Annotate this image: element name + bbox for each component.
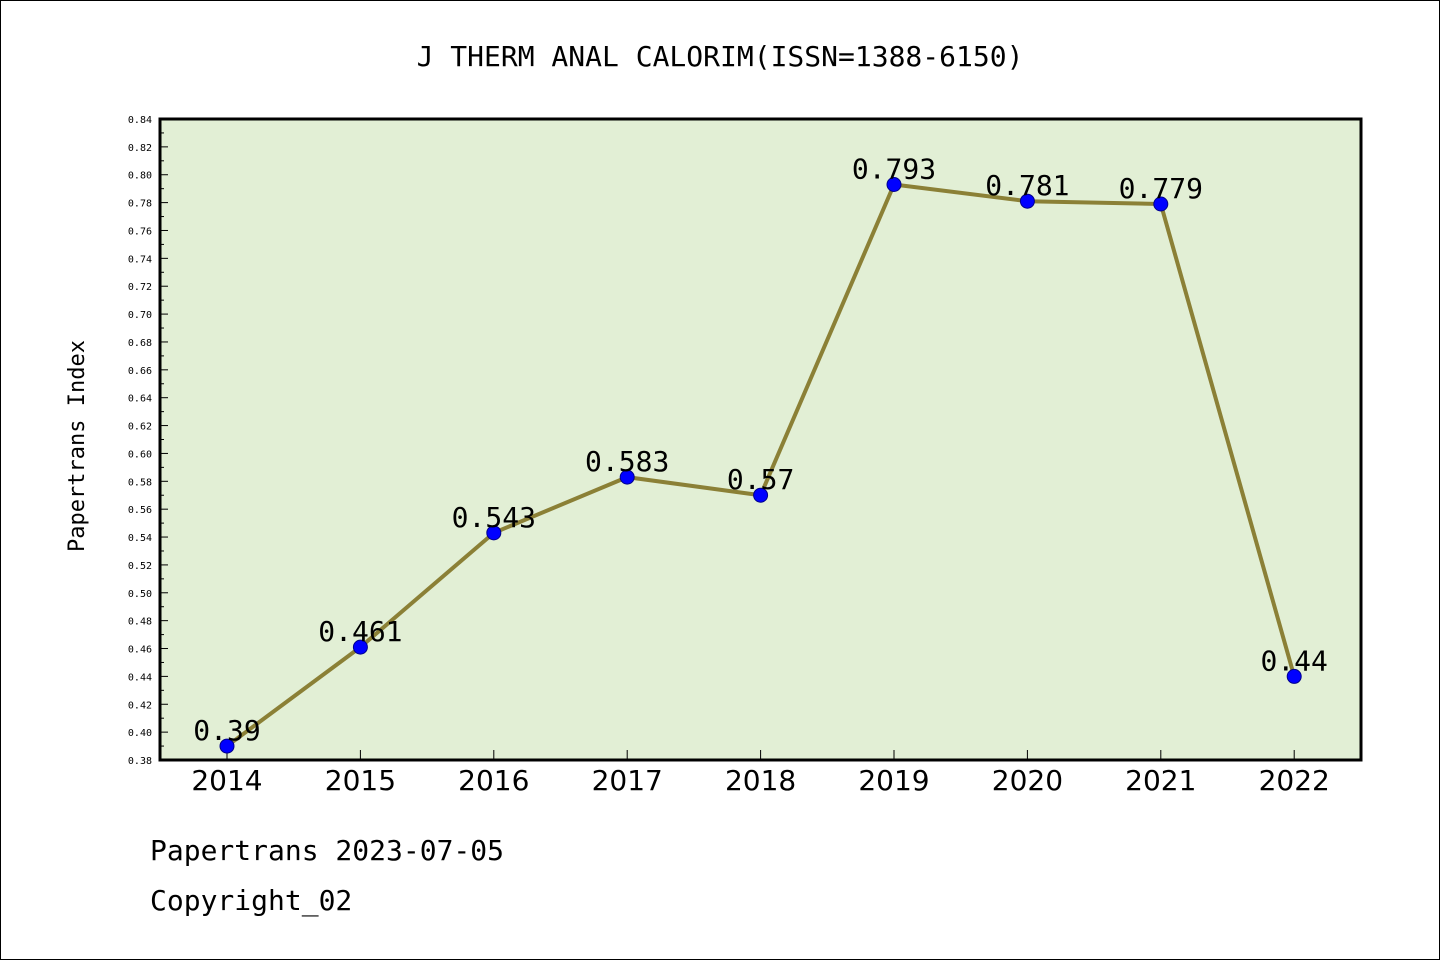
x-tick-label: 2019 (858, 764, 929, 797)
data-label: 0.461 (318, 615, 402, 648)
y-tick-label: 0.52 (128, 561, 152, 572)
data-point (486, 525, 502, 541)
y-tick-label: 0.50 (128, 589, 152, 600)
y-tick-label: 0.58 (128, 477, 152, 488)
data-label: 0.781 (985, 169, 1069, 202)
data-label: 0.779 (1119, 172, 1203, 205)
y-tick-label: 0.48 (128, 617, 152, 628)
y-axis-label: Papertrans Index (65, 340, 90, 552)
y-tick-label: 0.60 (128, 449, 152, 460)
chart-title: J THERM ANAL CALORIM(ISSN=1388-6150) (417, 40, 1024, 73)
x-tick-label: 2014 (191, 764, 262, 797)
x-tick-label: 2022 (1259, 764, 1330, 797)
data-label: 0.39 (193, 714, 260, 747)
x-tick-label: 2017 (592, 764, 663, 797)
y-tick-label: 0.74 (128, 254, 152, 265)
y-tick-label: 0.54 (128, 533, 152, 544)
y-tick-label: 0.62 (128, 422, 152, 433)
data-point (1286, 668, 1302, 684)
y-tick-label: 0.80 (128, 171, 152, 182)
y-tick-label: 0.56 (128, 505, 152, 516)
data-label: 0.793 (852, 152, 936, 185)
x-tick-label: 2021 (1125, 764, 1196, 797)
data-markers (219, 176, 1302, 754)
data-label: 0.57 (727, 463, 794, 496)
data-point (753, 487, 769, 503)
data-point (886, 176, 902, 192)
y-tick-label: 0.78 (128, 199, 152, 210)
data-labels: 0.39 0.461 0.543 0.583 0.57 0.793 0.781 0.779 0.… (193, 152, 1328, 747)
x-axis: 2014 2015 2016 2017 2018 2019 2020 2021 2022 (191, 750, 1330, 797)
data-label: 0.583 (585, 445, 669, 478)
footer-date: Papertrans 2023-07-05 (150, 834, 505, 867)
x-tick-label: 2015 (325, 764, 396, 797)
x-tick-label: 2016 (458, 764, 529, 797)
y-tick-label: 0.42 (128, 700, 152, 711)
data-label: 0.44 (1260, 644, 1327, 677)
footer-copyright: Copyright_02 (150, 884, 353, 917)
y-tick-label: 0.84 (128, 115, 152, 126)
y-tick-label: 0.82 (128, 143, 152, 154)
data-point (619, 469, 635, 485)
x-tick-label: 2020 (992, 764, 1063, 797)
y-axis: 0.38 0.40 0.42 0.44 0.46 0.48 0.50 0.52 0.54 0.56… (128, 115, 168, 767)
data-point (1153, 196, 1169, 212)
data-point (219, 738, 235, 754)
y-tick-label: 0.66 (128, 366, 152, 377)
y-tick-label: 0.72 (128, 282, 152, 293)
y-tick-label: 0.44 (128, 672, 152, 683)
y-tick-label: 0.76 (128, 226, 152, 237)
data-label: 0.543 (452, 501, 536, 534)
y-tick-label: 0.38 (128, 756, 152, 767)
y-tick-label: 0.70 (128, 310, 152, 321)
data-point (352, 639, 368, 655)
y-tick-label: 0.68 (128, 338, 152, 349)
data-point (1019, 193, 1035, 209)
y-tick-label: 0.46 (128, 645, 152, 656)
y-tick-label: 0.64 (128, 394, 152, 405)
y-tick-label: 0.40 (128, 728, 152, 739)
x-tick-label: 2018 (725, 764, 796, 797)
